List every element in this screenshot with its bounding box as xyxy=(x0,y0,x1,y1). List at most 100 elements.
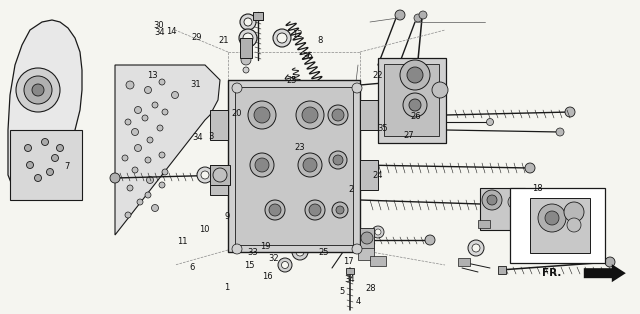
Circle shape xyxy=(126,81,134,89)
Circle shape xyxy=(255,158,269,172)
Circle shape xyxy=(298,153,322,177)
Bar xyxy=(240,38,252,58)
Circle shape xyxy=(24,144,31,151)
Circle shape xyxy=(409,99,421,111)
Text: 6: 6 xyxy=(189,263,195,272)
Circle shape xyxy=(162,109,168,115)
Bar xyxy=(360,228,374,250)
Text: 28: 28 xyxy=(366,284,376,293)
Circle shape xyxy=(125,119,131,125)
Circle shape xyxy=(545,211,559,225)
Bar xyxy=(360,160,378,190)
Text: 14: 14 xyxy=(166,27,177,36)
Circle shape xyxy=(131,128,138,136)
Circle shape xyxy=(352,83,362,93)
Text: 17: 17 xyxy=(344,257,354,266)
Circle shape xyxy=(201,171,209,179)
Circle shape xyxy=(372,226,384,238)
Circle shape xyxy=(432,82,448,98)
Circle shape xyxy=(565,107,575,117)
Text: 5: 5 xyxy=(340,287,345,296)
Bar xyxy=(458,258,470,266)
Circle shape xyxy=(240,14,256,30)
Circle shape xyxy=(24,76,52,104)
Circle shape xyxy=(134,144,141,151)
Circle shape xyxy=(304,229,316,241)
Text: 24: 24 xyxy=(372,171,383,180)
Bar xyxy=(370,256,386,266)
Bar xyxy=(384,64,439,136)
Circle shape xyxy=(244,18,252,26)
Circle shape xyxy=(435,73,445,83)
Circle shape xyxy=(282,262,289,268)
Text: 9: 9 xyxy=(225,212,230,221)
Circle shape xyxy=(145,86,152,94)
Circle shape xyxy=(472,244,480,252)
Circle shape xyxy=(147,137,153,143)
Circle shape xyxy=(243,67,249,73)
Text: FR.: FR. xyxy=(542,268,562,278)
Text: 13: 13 xyxy=(147,71,157,80)
Circle shape xyxy=(159,152,165,158)
Bar xyxy=(478,220,490,228)
Bar xyxy=(480,188,525,230)
Text: 7: 7 xyxy=(65,162,70,171)
Text: 30: 30 xyxy=(154,21,164,30)
Circle shape xyxy=(564,202,584,222)
Circle shape xyxy=(309,204,321,216)
Circle shape xyxy=(329,151,347,169)
Bar xyxy=(360,100,378,130)
Bar xyxy=(10,130,82,200)
Bar xyxy=(228,80,360,252)
Text: 35: 35 xyxy=(378,124,388,133)
Bar xyxy=(358,248,374,260)
Text: 12: 12 xyxy=(292,30,303,39)
Text: 2: 2 xyxy=(348,186,353,194)
Circle shape xyxy=(16,68,60,112)
Circle shape xyxy=(197,167,213,183)
Text: 11: 11 xyxy=(177,237,188,246)
Circle shape xyxy=(122,155,128,161)
Circle shape xyxy=(269,204,281,216)
Text: 3: 3 xyxy=(209,132,214,141)
Circle shape xyxy=(250,153,274,177)
Text: 10: 10 xyxy=(200,225,210,234)
Circle shape xyxy=(26,161,33,169)
Text: 20: 20 xyxy=(232,109,242,117)
Circle shape xyxy=(232,83,242,93)
Circle shape xyxy=(486,118,493,126)
Circle shape xyxy=(468,240,484,256)
Circle shape xyxy=(213,168,227,182)
Circle shape xyxy=(414,14,422,22)
Circle shape xyxy=(336,206,344,214)
Text: 25: 25 xyxy=(318,248,328,257)
Text: 27: 27 xyxy=(403,131,413,139)
Text: 33: 33 xyxy=(248,248,258,257)
Bar xyxy=(498,266,506,274)
Circle shape xyxy=(142,115,148,121)
Bar xyxy=(346,268,354,274)
Circle shape xyxy=(332,202,348,218)
Polygon shape xyxy=(115,65,220,235)
Bar xyxy=(210,110,228,140)
Circle shape xyxy=(505,200,515,210)
Circle shape xyxy=(47,169,54,176)
Circle shape xyxy=(425,235,435,245)
Circle shape xyxy=(134,106,141,113)
Circle shape xyxy=(42,138,49,145)
Circle shape xyxy=(172,91,179,99)
Bar xyxy=(210,165,228,195)
Text: 34: 34 xyxy=(155,29,165,37)
Bar xyxy=(253,12,263,20)
Text: 34: 34 xyxy=(192,133,202,142)
Text: 25: 25 xyxy=(286,76,296,84)
Circle shape xyxy=(278,258,292,272)
Bar xyxy=(210,165,230,185)
Circle shape xyxy=(132,167,138,173)
Circle shape xyxy=(307,232,313,238)
Circle shape xyxy=(508,195,522,209)
Circle shape xyxy=(243,33,253,43)
Circle shape xyxy=(277,33,287,43)
Text: 34: 34 xyxy=(344,275,355,284)
Circle shape xyxy=(157,125,163,131)
